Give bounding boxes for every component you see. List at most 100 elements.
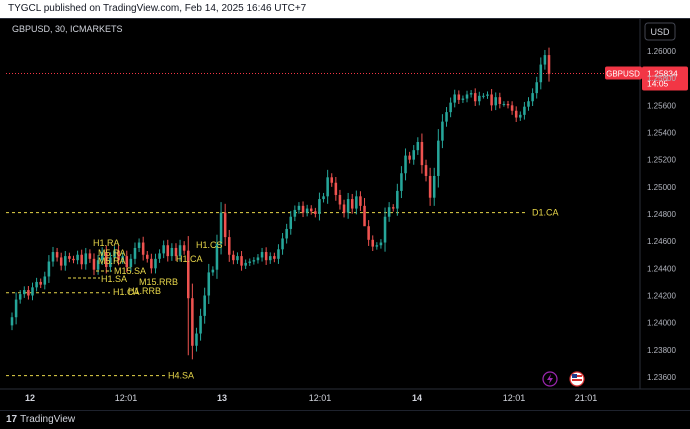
time-axis[interactable]: 12 12:01 13 12:01 14 12:01 21:01 <box>25 393 597 403</box>
candle <box>416 137 420 155</box>
price-tick-label: 1.24600 <box>647 237 676 246</box>
candle <box>64 251 67 271</box>
annotation-m15-sa: M15.SA <box>114 266 146 276</box>
candle <box>486 91 489 99</box>
candle <box>170 243 174 261</box>
candle <box>527 97 530 111</box>
candle <box>449 97 452 118</box>
candle <box>383 207 387 252</box>
candle <box>473 88 477 107</box>
candle <box>441 114 444 149</box>
price-tick-label: 1.25600 <box>647 101 676 110</box>
candle <box>186 236 190 356</box>
candle <box>432 167 436 206</box>
lightning-icon[interactable] <box>542 371 558 387</box>
candle <box>31 282 34 301</box>
candlestick-chart[interactable]: GBPUSD, 30, ICMARKETS USD D1.CA H4.SA GBPU… <box>0 19 690 411</box>
annotation-h1-ca-right: H1.CA <box>176 254 203 264</box>
candle <box>461 95 465 103</box>
candle <box>121 252 124 264</box>
candle <box>125 250 129 273</box>
candle <box>223 203 227 246</box>
candle <box>338 189 342 210</box>
candle <box>232 250 235 265</box>
candle <box>437 129 440 188</box>
candle <box>109 252 112 273</box>
candle <box>428 167 432 206</box>
candle <box>236 252 239 264</box>
price-axis[interactable]: 1.26000 1.25800 1.25600 1.25400 1.25200 1.250… <box>647 47 676 382</box>
currency-button[interactable]: USD <box>644 22 676 41</box>
annotation-m5-ra: M5.RA <box>98 248 126 258</box>
candle <box>39 278 42 289</box>
annotation-m15-rrb: M15.RRB <box>139 277 178 287</box>
candle <box>215 234 219 279</box>
candle <box>314 207 317 218</box>
candle <box>293 205 297 222</box>
candle <box>453 89 456 108</box>
candle <box>150 253 153 274</box>
price-tick-label: 1.25200 <box>647 156 676 165</box>
candle <box>367 220 370 246</box>
candle <box>80 249 83 270</box>
annotation-h1-rrb: H1.RRB <box>128 286 161 296</box>
candle <box>227 229 231 262</box>
us-flag-icon[interactable] <box>569 371 585 387</box>
time-tick-label: 12:01 <box>115 393 138 403</box>
candle <box>514 106 518 122</box>
candle <box>84 247 88 270</box>
chart-title: GBPUSD, 30, ICMARKETS <box>12 24 123 34</box>
candle <box>506 100 510 109</box>
annotations: H1.RA M5.RA M5.RA M15.SA H1.SA M15.RRB H… <box>68 238 223 297</box>
candle <box>543 49 547 70</box>
candle <box>457 90 461 104</box>
candle <box>211 266 215 276</box>
candle <box>281 233 284 255</box>
candle <box>465 90 469 103</box>
price-tick-label: 1.24800 <box>647 210 676 219</box>
candle <box>535 76 538 99</box>
candle <box>322 192 325 203</box>
candle <box>297 202 301 214</box>
annotation-h1-ra: H1.RA <box>93 238 120 248</box>
candle <box>244 259 247 270</box>
candle <box>43 271 47 290</box>
candle <box>129 254 133 272</box>
candle <box>350 193 354 214</box>
candle <box>10 312 14 331</box>
candle <box>219 202 223 255</box>
candle <box>248 258 252 266</box>
publisher-bar: TYGCL published on TradingView.com, Feb … <box>0 0 690 18</box>
time-tick-label: 21:01 <box>575 393 598 403</box>
candle <box>519 111 522 121</box>
annotation-h1-ca-left: H1.CA <box>113 287 140 297</box>
candle <box>92 253 96 276</box>
candle <box>510 101 514 115</box>
candle <box>359 191 362 211</box>
annotation-h1-cs: H1.CS <box>196 240 223 250</box>
footer-bar: 17 TradingView <box>0 410 690 429</box>
candle <box>412 145 415 165</box>
candle <box>72 255 75 264</box>
candle <box>18 290 22 304</box>
price-tick-label: 1.23800 <box>647 346 676 355</box>
candle <box>141 236 145 261</box>
candle <box>400 166 403 199</box>
candle <box>539 57 543 90</box>
candle <box>273 252 276 263</box>
candle <box>117 245 120 266</box>
candle <box>318 192 321 221</box>
candle <box>55 247 59 262</box>
price-tick-label: 1.25800 <box>647 74 676 83</box>
time-tick-label: 12 <box>25 393 35 403</box>
chart-panel[interactable]: GBPUSD, 30, ICMARKETS USD D1.CA H4.SA GBPU… <box>0 18 690 411</box>
candle <box>199 308 202 341</box>
candle <box>51 246 55 267</box>
candle <box>301 201 305 218</box>
symbol-tag: GBPUSD <box>605 66 642 80</box>
candle <box>195 327 198 352</box>
candle <box>334 176 338 201</box>
candle <box>27 285 30 300</box>
annotation-h1-sa: H1.SA <box>101 274 127 284</box>
